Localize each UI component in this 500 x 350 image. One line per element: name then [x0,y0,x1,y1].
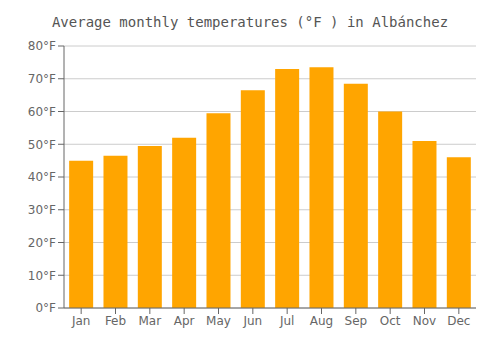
svg-text:Mar: Mar [139,314,162,328]
html-text:Average monthly temperatures (: Average monthly temperatures (°F ) in Al… [51,14,449,30]
svg-text:Sep: Sep [345,314,368,328]
svg-text:Jun: Jun [242,314,262,328]
svg-text:Jan: Jan [71,314,91,328]
svg-text:40°F: 40°F [28,170,56,184]
svg-text:Nov: Nov [413,314,436,328]
svg-text:May: May [206,314,231,328]
svg-text:Aug: Aug [310,314,333,328]
svg-text:Oct: Oct [380,314,401,328]
svg-text:Jul: Jul [279,314,294,328]
svg-text:80°F: 80°F [28,39,56,53]
svg-text:Apr: Apr [174,314,195,328]
svg-text:20°F: 20°F [28,236,56,250]
svg-text:Feb: Feb [105,314,126,328]
svg-text:30°F: 30°F [28,203,56,217]
svg-text:0°F: 0°F [35,301,56,315]
svg-text:50°F: 50°F [28,138,56,152]
svg-text:70°F: 70°F [28,72,56,86]
svg-text:60°F: 60°F [28,105,56,119]
svg-text:Dec: Dec [447,314,470,328]
svg-text:10°F: 10°F [28,269,56,283]
